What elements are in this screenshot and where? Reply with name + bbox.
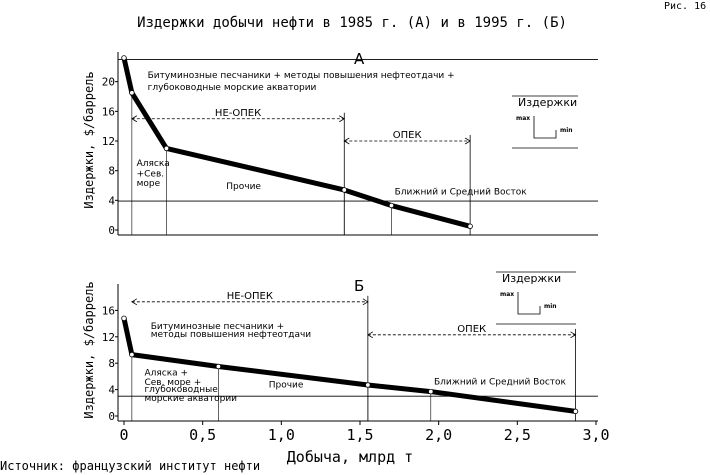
legend-min: min — [560, 127, 573, 134]
y-tick-label: 12 — [102, 331, 115, 344]
y-tick-label: 0 — [108, 410, 115, 423]
legend-min: min — [544, 303, 557, 310]
annotation: Битуминозные песчаники + — [151, 322, 284, 332]
y-tick-label: 16 — [102, 304, 115, 317]
panel-a: А 0 4 8 12 16 20 Издержки, $/баррель НЕ-ОПЕК ОПЕК… — [82, 50, 598, 237]
x-tick-label: 1,0 — [268, 426, 295, 444]
annotation: глубоководные морские акватории — [148, 83, 317, 93]
curve-point — [129, 351, 135, 358]
segment-arrow — [343, 137, 350, 145]
legend-shape — [533, 116, 557, 139]
segment-label: ОПЕК — [457, 324, 486, 335]
y-tick-label: 4 — [108, 384, 115, 397]
y-tick-label: 4 — [108, 194, 115, 207]
curve-point — [121, 55, 127, 61]
cost-curve — [121, 57, 471, 229]
annotation: методы повышения нефтеотдачи — [151, 330, 312, 340]
curve-point — [572, 408, 579, 415]
x-tick-label: 2,5 — [504, 426, 531, 444]
curve-point — [163, 145, 170, 152]
annotation: Аляска — [137, 159, 170, 169]
annotation: Битуминозные песчаники + методы повышени… — [148, 71, 455, 81]
panel-label: Б — [354, 277, 364, 295]
legend-title: Издержки — [502, 272, 561, 285]
curve-point — [388, 202, 395, 209]
y-tick-label: 16 — [102, 105, 115, 118]
x-tick-label: 0,5 — [189, 426, 216, 444]
legend-max: max — [500, 291, 514, 298]
curve-point — [428, 388, 434, 395]
annotation: Ближний и Средний Восток — [434, 377, 567, 387]
segment-label: ОПЕК — [393, 130, 422, 141]
x-tick-label: 2,0 — [425, 426, 452, 444]
y-tick-label: 8 — [108, 165, 115, 178]
x-axis: 0 0,5 1,0 1,5 2,0 2,5 3,0 Добыча, млрд т — [119, 421, 610, 466]
figure-label: Рис. 16 — [664, 1, 706, 12]
y-tick-label: 8 — [108, 357, 115, 370]
chart-title: Издержки добычи нефти в 1985 г. (А) и в … — [137, 15, 567, 31]
x-axis-label: Добыча, млрд т — [287, 448, 413, 466]
annotation: +Сев. — [137, 170, 165, 180]
y-tick-label: 20 — [102, 76, 115, 89]
annotation: глубоководные — [144, 385, 218, 395]
segment-label: НЕ-ОПЕК — [227, 291, 273, 302]
x-tick-label: 1,5 — [346, 426, 373, 444]
annotation: Сев. море + — [144, 378, 201, 388]
legend-max: max — [516, 115, 530, 122]
segment-arrow — [339, 115, 346, 123]
y-axis-label: Издержки, $/баррель — [82, 71, 96, 208]
annotation: Аляска + — [144, 369, 188, 379]
panel-label: А — [354, 50, 365, 68]
annotation: Прочие — [269, 381, 304, 391]
legend-shape — [517, 292, 541, 315]
curve-point — [365, 382, 371, 388]
annotation: Прочие — [226, 182, 261, 192]
curve-point — [121, 315, 127, 322]
y-tick-label: 12 — [102, 135, 115, 148]
cost-curve — [121, 317, 576, 414]
annotation: морские акватории — [144, 394, 237, 404]
x-tick-label: 3,0 — [582, 426, 609, 444]
y-tick-label: 0 — [108, 224, 115, 237]
curve-point — [129, 90, 135, 96]
x-tick-label: 0 — [119, 426, 128, 444]
curve-point — [341, 187, 347, 193]
annotation: Ближний и Средний Восток — [395, 187, 528, 197]
segment-arrow — [367, 331, 374, 339]
curve-point — [215, 363, 222, 370]
annotation: море — [137, 179, 161, 189]
y-axis-label: Издержки, $/баррель — [82, 281, 96, 418]
source-note: Источник: французский институт нефти — [0, 459, 260, 473]
segment-arrow — [131, 298, 138, 306]
segment-label: НЕ-ОПЕК — [215, 108, 261, 119]
curve-point — [467, 223, 473, 229]
panel-b: Б 0 4 8 12 16 Издержки, $/баррель НЕ-ОПЕК ОПЕК Би… — [82, 271, 598, 423]
legend-title: Издержки — [518, 96, 577, 109]
